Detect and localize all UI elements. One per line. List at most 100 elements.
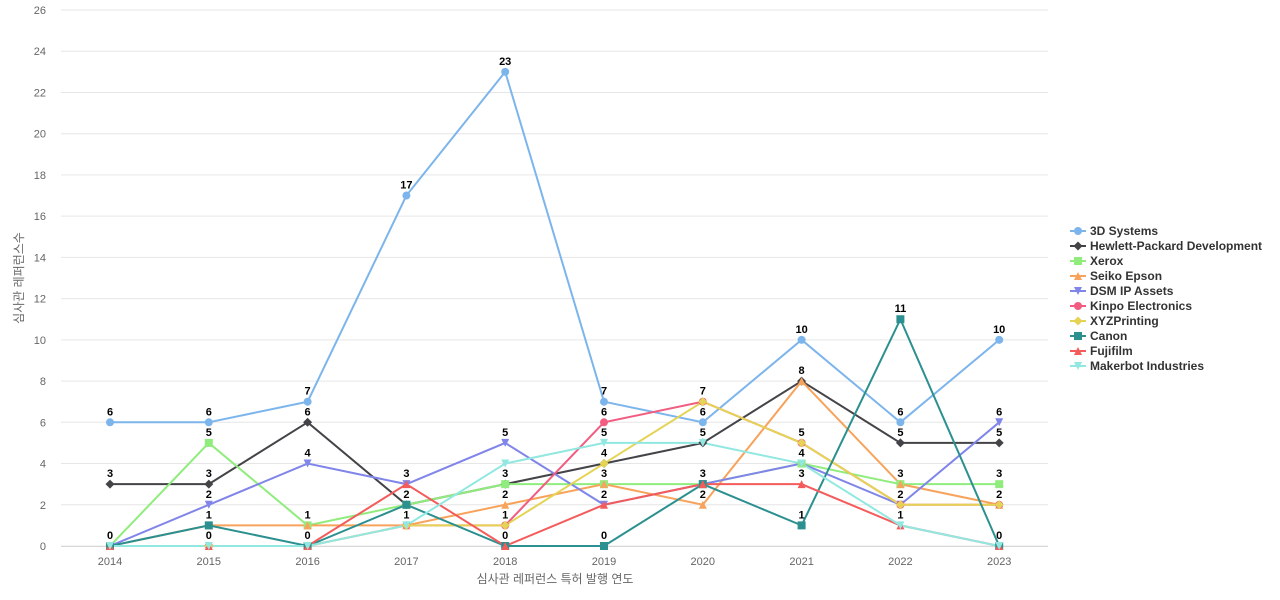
data-label: 7 — [700, 386, 706, 398]
data-point-seiko-epson — [896, 480, 905, 489]
data-label: 1 — [502, 509, 508, 521]
series-line-canon — [109, 316, 1001, 548]
x-tick-label: 2017 — [394, 556, 418, 568]
legend-marker — [1074, 257, 1082, 265]
data-label: 6 — [700, 406, 706, 418]
legend-label: Hewlett-Packard Development — [1090, 239, 1262, 253]
data-label: 0 — [601, 530, 607, 542]
data-point-canon — [896, 315, 905, 324]
data-label: 5 — [502, 427, 508, 439]
y-tick-label: 24 — [34, 46, 46, 58]
x-axis-ticks: 2014 2015 2016 2017 2018 2019 2020 2021 2022 2023 — [61, 546, 1048, 568]
legend-item[interactable]: DSM IP Assets — [1070, 284, 1174, 298]
data-point-hewlett-packard-development — [105, 479, 115, 489]
data-label: 0 — [206, 530, 212, 542]
data-label: 2 — [996, 489, 1002, 501]
data-label: 10 — [795, 324, 807, 336]
data-label: 0 — [502, 530, 508, 542]
data-label: 3 — [996, 468, 1002, 480]
data-point-xerox — [501, 480, 510, 489]
series-line-hewlett-packard-development — [110, 379, 1000, 506]
data-label: 5 — [700, 427, 706, 439]
data-point-xyzprinting — [895, 500, 905, 510]
data-point-canon — [402, 500, 411, 509]
data-label: 23 — [499, 56, 511, 68]
data-label: 5 — [601, 427, 607, 439]
legend-item[interactable]: Seiko Epson — [1070, 269, 1162, 283]
data-point-makerbot-industries — [106, 542, 114, 550]
data-point-fujifilm — [402, 480, 411, 489]
data-label: 0 — [107, 530, 113, 542]
data-label: 2 — [403, 489, 409, 501]
legend-item[interactable]: Kinpo Electronics — [1070, 299, 1192, 313]
data-point-dsm-ip-assets — [204, 500, 213, 509]
data-label: 6 — [897, 406, 903, 418]
data-label: 4 — [799, 448, 806, 460]
legend-item[interactable]: 3D Systems — [1070, 224, 1158, 238]
y-tick-label: 14 — [34, 252, 46, 264]
data-label: 5 — [206, 427, 212, 439]
data-label: 3 — [403, 468, 409, 480]
data-label: 17 — [400, 180, 412, 192]
legend-item[interactable]: Fujifilm — [1070, 344, 1133, 358]
data-point-kinpo-electronics — [600, 418, 608, 427]
data-label: 7 — [305, 386, 311, 398]
legend-item[interactable]: Canon — [1070, 329, 1127, 343]
data-point-xerox — [204, 438, 213, 447]
data-label: 3 — [897, 468, 903, 480]
data-label: 3 — [107, 468, 113, 480]
data-point-3d-systems — [303, 397, 312, 406]
series-markers — [105, 67, 1004, 551]
data-label: 4 — [305, 448, 312, 460]
data-label: 1 — [403, 509, 409, 521]
legend-label: Xerox — [1090, 254, 1124, 268]
data-label: 5 — [799, 427, 805, 439]
data-label: 0 — [305, 530, 311, 542]
legend-label: Seiko Epson — [1090, 269, 1162, 283]
legend-label: DSM IP Assets — [1090, 284, 1174, 298]
legend-item[interactable]: Hewlett-Packard Development — [1070, 239, 1262, 253]
data-point-canon — [204, 521, 213, 530]
data-point-seiko-epson — [501, 500, 510, 509]
y-tick-label: 16 — [34, 211, 46, 223]
y-tick-label: 8 — [40, 376, 46, 388]
y-tick-label: 18 — [34, 170, 46, 182]
x-tick-label: 2015 — [197, 556, 221, 568]
legend-item[interactable]: Xerox — [1070, 254, 1124, 268]
data-point-dsm-ip-assets — [303, 459, 312, 468]
data-point-3d-systems — [402, 191, 411, 200]
data-point-3d-systems — [501, 67, 510, 76]
x-tick-label: 2023 — [987, 556, 1011, 568]
data-point-canon — [600, 542, 608, 550]
data-point-seiko-epson — [600, 480, 608, 489]
legend-marker — [1074, 332, 1082, 340]
data-point-3d-systems — [600, 397, 608, 406]
legend-item[interactable]: XYZPrinting — [1070, 314, 1159, 328]
data-label: 4 — [601, 448, 608, 460]
data-point-fujifilm — [600, 500, 608, 509]
data-label: 2 — [700, 489, 706, 501]
data-point-fujifilm — [797, 480, 806, 489]
data-point-xyzprinting — [599, 459, 609, 469]
data-point-xyzprinting — [797, 438, 807, 448]
data-label: 6 — [206, 406, 212, 418]
x-tick-label: 2019 — [592, 556, 616, 568]
data-label: 8 — [799, 365, 805, 377]
data-label: 11 — [895, 303, 907, 315]
series-line-makerbot-industries — [110, 441, 1000, 547]
data-point-3d-systems — [797, 335, 806, 344]
data-point-canon — [797, 521, 806, 530]
data-label: 6 — [996, 406, 1002, 418]
data-point-xerox — [995, 480, 1004, 489]
data-point-makerbot-industries — [698, 438, 707, 447]
x-tick-label: 2018 — [493, 556, 517, 568]
data-label: 2 — [206, 489, 212, 501]
legend-marker — [1074, 227, 1082, 235]
legend-item[interactable]: Makerbot Industries — [1070, 359, 1204, 373]
data-point-dsm-ip-assets — [995, 418, 1004, 427]
y-tick-label: 22 — [34, 87, 46, 99]
data-point-hewlett-packard-development — [895, 438, 905, 448]
data-label: 6 — [107, 406, 113, 418]
legend-label: Canon — [1090, 329, 1127, 343]
